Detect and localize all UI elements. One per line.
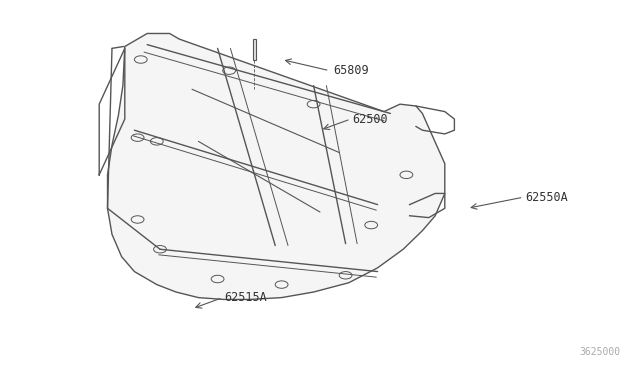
Text: 3625000: 3625000	[580, 347, 621, 357]
Text: 65809: 65809	[333, 64, 369, 77]
Polygon shape	[108, 33, 445, 299]
Text: 62500: 62500	[352, 113, 388, 125]
Text: 62515A: 62515A	[224, 291, 267, 304]
Polygon shape	[253, 39, 256, 60]
Text: 62550A: 62550A	[525, 191, 568, 203]
